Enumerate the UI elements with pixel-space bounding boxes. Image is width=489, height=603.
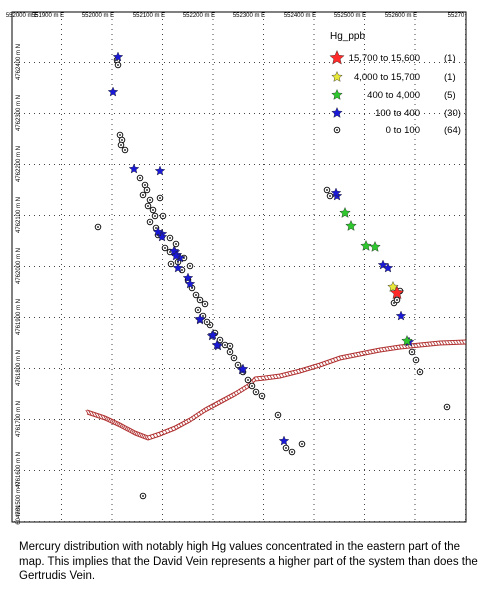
legend-count: (1) (444, 72, 456, 83)
easting-tick-label: 552400 m E (284, 13, 316, 19)
northing-ticks: 4762400 m N 4762300 m N 4762200 m N 4762100… (16, 44, 22, 525)
hg-100-400 (168, 245, 180, 256)
legend-item: 4,000 to 15,700 (1) (331, 70, 456, 83)
sample-points (94, 51, 451, 500)
easting-tick-label: 552300 m E (233, 13, 265, 19)
legend-range: 4,000 to 15,700 (354, 72, 420, 83)
legend-range: 100 to 400 (375, 108, 420, 119)
legend-count: (1) (444, 53, 456, 64)
legend-item: 15,700 to 15,600 (1) (329, 49, 456, 65)
legend-range: 15,700 to 15,600 (349, 53, 420, 64)
hg-100-400 (237, 363, 249, 374)
hg-100-400 (172, 262, 184, 273)
legend-item: 400 to 4,000 (5) (331, 88, 456, 101)
legend-range: 0 to 100 (386, 125, 420, 136)
northing-tick-label: 4761600 m N (16, 452, 22, 488)
legend-green-star-icon (331, 88, 343, 100)
easting-tick-label: 55270 (448, 13, 465, 19)
legend-range: 400 to 4,000 (367, 90, 420, 101)
hg-100-400 (382, 262, 394, 273)
hg-100-400 (194, 313, 206, 324)
easting-tick-label: 552500 m E (334, 13, 366, 19)
legend-item: 0 to 100 (64) (333, 125, 461, 136)
hg-400-4000 (360, 239, 372, 251)
legend-count: (30) (444, 108, 461, 119)
hg-100-400 (112, 51, 124, 62)
hg-100-400 (170, 250, 182, 261)
hg-100-400 (377, 259, 389, 270)
legend-yellow-star-icon (331, 70, 343, 82)
easting-tick-label: 552200 m E (183, 13, 215, 19)
easting-tick-label: 552100 m E (133, 13, 165, 19)
legend-item: 100 to 400 (30) (331, 106, 461, 119)
northing-tick-label: 4761800 m N (16, 350, 22, 386)
northing-tick-label: 4762400 m N (16, 44, 22, 80)
hg-100-400 (182, 272, 194, 283)
northing-tick-label: 4761900 m N (16, 299, 22, 335)
legend-title: Hg_ppb (330, 31, 365, 42)
hg-400-4000 (401, 334, 413, 346)
hg-400-4000 (339, 206, 351, 218)
easting-tick-label: 551900 m E (32, 13, 64, 19)
easting-tick-label: 552000 m E (6, 13, 38, 19)
legend-count: (5) (444, 90, 456, 101)
legend-count: (64) (444, 125, 461, 136)
legend: Hg_ppb 15,700 to 15,600 (1)4,000 to 15,70… (329, 31, 461, 136)
hg-100-400 (156, 231, 168, 242)
northing-tick-label: 60 m N (16, 505, 22, 524)
northing-tick-label: 4762100 m N (16, 197, 22, 233)
easting-tick-label: 552600 m E (385, 13, 417, 19)
hg-100-400 (211, 339, 223, 350)
hg-100-400 (330, 187, 342, 198)
easting-tick-label: 552000 m E (82, 13, 114, 19)
hg-100-400 (395, 310, 407, 321)
grid-dots (14, 14, 466, 522)
hg-400-4000 (345, 219, 357, 231)
northing-tick-label: 4761700 m N (16, 401, 22, 437)
legend-red-star-icon (329, 49, 345, 65)
hg-100-400 (128, 163, 140, 174)
northing-tick-label: 4762200 m N (16, 146, 22, 182)
hg-100-400 (278, 435, 290, 446)
northing-tick-label: 4762300 m N (16, 95, 22, 131)
hg-100-400 (152, 226, 164, 237)
hg-100-400 (184, 278, 196, 289)
hg-15700-15600 (389, 285, 405, 300)
figure-caption: Mercury distribution with notably high H… (19, 541, 478, 582)
hg-100-400 (154, 165, 166, 176)
legend-blue-star-icon (331, 106, 343, 118)
hg-100-400 (107, 86, 119, 97)
hg-400-4000 (369, 240, 381, 252)
northing-tick-label: 4762000 m N (16, 248, 22, 284)
northing-tick-label: 4761500 m N (16, 482, 22, 518)
hg-100-400 (207, 329, 219, 340)
